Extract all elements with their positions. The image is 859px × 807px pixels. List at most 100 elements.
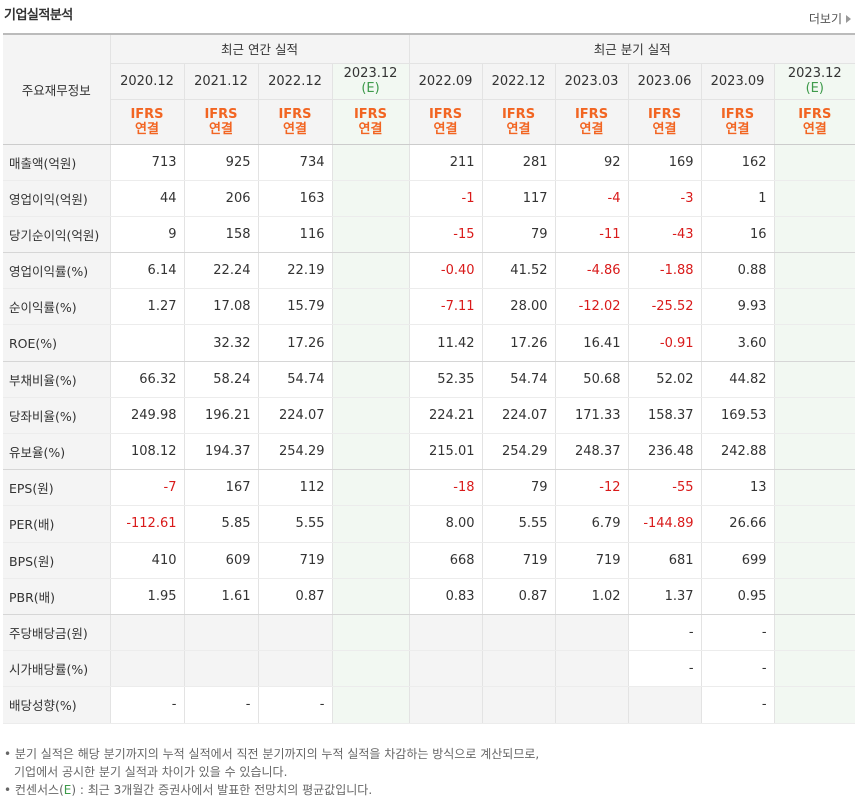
value-cell: 215.01 xyxy=(409,433,483,471)
table-row: 당기순이익(억원) 9 158 116 -15 79 -11 -43 16 xyxy=(3,216,856,254)
value-cell xyxy=(774,578,856,615)
label-column-header: 주요재무정보 xyxy=(3,34,111,145)
value-cell: 242.88 xyxy=(701,433,775,471)
value-cell xyxy=(409,650,483,688)
value-cell: -0.91 xyxy=(628,324,702,362)
table-row: 당좌비율(%) 249.98 196.21 224.07 224.21 224.07 171… xyxy=(3,397,856,435)
value-cell: - xyxy=(701,650,775,688)
consolidation-label: 연결 xyxy=(725,121,750,137)
value-cell: 41.52 xyxy=(482,252,556,290)
value-cell: -11 xyxy=(555,216,629,254)
value-cell: -0.40 xyxy=(409,252,483,290)
value-cell: 22.24 xyxy=(184,252,259,290)
value-cell xyxy=(332,650,410,688)
value-cell: 5.85 xyxy=(184,505,259,543)
value-cell: 236.48 xyxy=(628,433,702,471)
period-header: 2023.09 xyxy=(701,63,775,100)
ifrs-label: IFRS xyxy=(428,106,463,122)
value-cell: 15.79 xyxy=(258,288,333,326)
accounting-basis-header: IFRS 연결 xyxy=(628,99,702,145)
value-cell xyxy=(332,216,410,254)
row-label: 주당배당금(원) xyxy=(3,614,111,652)
more-link[interactable]: 더보기 xyxy=(809,10,851,27)
footnote-consensus: • 컨센서스(E) : 최근 3개월간 증권사에서 발표한 전망치의 평균값입니… xyxy=(4,783,373,797)
value-cell xyxy=(332,144,410,181)
financial-table-container: 주요재무정보 최근 연간 실적 최근 분기 실적 2020.12 2021.12 2022… xyxy=(3,33,856,724)
value-cell: 0.95 xyxy=(701,578,775,615)
ifrs-label: IFRS xyxy=(353,106,388,122)
value-cell: 5.55 xyxy=(258,505,333,543)
table-row: EPS(원) -7 167 112 -18 79 -12 -55 13 xyxy=(3,469,856,507)
value-cell: 281 xyxy=(482,144,556,181)
value-cell: 17.26 xyxy=(482,324,556,362)
value-cell: 1.02 xyxy=(555,578,629,615)
value-cell: 6.14 xyxy=(110,252,185,290)
value-cell: 254.29 xyxy=(482,433,556,471)
value-cell: 8.00 xyxy=(409,505,483,543)
value-cell: - xyxy=(628,650,702,688)
value-cell: 17.26 xyxy=(258,324,333,362)
value-cell: 1.27 xyxy=(110,288,185,326)
row-label: 매출액(억원) xyxy=(3,144,111,181)
value-cell: -12.02 xyxy=(555,288,629,326)
period-header: 2022.09 xyxy=(409,63,483,100)
consolidation-label: 연결 xyxy=(506,121,531,137)
ifrs-label: IFRS xyxy=(130,106,164,122)
value-cell xyxy=(110,650,185,688)
ifrs-label: IFRS xyxy=(204,106,238,122)
row-label: PER(배) xyxy=(3,505,111,543)
consolidation-label: 연결 xyxy=(802,121,827,137)
value-cell xyxy=(774,144,856,181)
table-row: PBR(배) 1.95 1.61 0.87 0.83 0.87 1.02 1.37 0.95 xyxy=(3,578,856,615)
value-cell: -112.61 xyxy=(110,505,185,543)
accounting-basis-header: IFRS 연결 xyxy=(184,99,259,145)
table-row: 시가배당률(%) - - xyxy=(3,650,856,688)
value-cell: 50.68 xyxy=(555,361,629,398)
value-cell xyxy=(258,614,333,652)
table-row: 영업이익률(%) 6.14 22.24 22.19 -0.40 41.52 -4.86 -1.… xyxy=(3,252,856,290)
ifrs-label: IFRS xyxy=(278,106,312,122)
value-cell xyxy=(184,650,259,688)
footnote-line2: 기업에서 공시한 분기 실적과 차이가 있을 수 있습니다. xyxy=(14,765,288,779)
period-label: 2022.12 xyxy=(268,73,322,89)
value-cell: 108.12 xyxy=(110,433,185,471)
table-row: BPS(원) 410 609 719 668 719 719 681 699 xyxy=(3,542,856,579)
value-cell: -1 xyxy=(409,180,483,217)
value-cell: 6.79 xyxy=(555,505,629,543)
value-cell: 196.21 xyxy=(184,397,259,435)
value-cell: 22.19 xyxy=(258,252,333,290)
value-cell xyxy=(555,614,629,652)
value-cell: -43 xyxy=(628,216,702,254)
value-cell: 28.00 xyxy=(482,288,556,326)
period-header: 2022.12 xyxy=(482,63,556,100)
value-cell: 194.37 xyxy=(184,433,259,471)
table-row: 부채비율(%) 66.32 58.24 54.74 52.35 54.74 50.68 52.… xyxy=(3,361,856,398)
table-row: 배당성향(%) - - - - xyxy=(3,686,856,724)
value-cell: -7.11 xyxy=(409,288,483,326)
value-cell xyxy=(110,614,185,652)
value-cell: 92 xyxy=(555,144,629,181)
period-label: 2022.09 xyxy=(418,73,473,89)
ifrs-label: IFRS xyxy=(798,106,832,122)
value-cell xyxy=(555,686,629,724)
row-label: EPS(원) xyxy=(3,469,111,507)
period-header: 2023.03 xyxy=(555,63,629,100)
value-cell: 26.66 xyxy=(701,505,775,543)
value-cell xyxy=(482,686,556,724)
value-cell: 1.95 xyxy=(110,578,185,615)
row-label: 배당성향(%) xyxy=(3,686,111,724)
value-cell: 3.60 xyxy=(701,324,775,362)
value-cell: 79 xyxy=(482,469,556,507)
row-label: 순이익률(%) xyxy=(3,288,111,326)
row-label: ROE(%) xyxy=(3,324,111,362)
value-cell: 54.74 xyxy=(258,361,333,398)
more-link-label: 더보기 xyxy=(808,12,842,26)
value-cell: - xyxy=(701,686,775,724)
value-cell xyxy=(332,397,410,435)
value-cell: - xyxy=(258,686,333,724)
period-header: 2023.06 xyxy=(628,63,702,100)
value-cell xyxy=(332,542,410,579)
value-cell xyxy=(258,650,333,688)
value-cell: 44 xyxy=(110,180,185,217)
value-cell: 224.07 xyxy=(258,397,333,435)
